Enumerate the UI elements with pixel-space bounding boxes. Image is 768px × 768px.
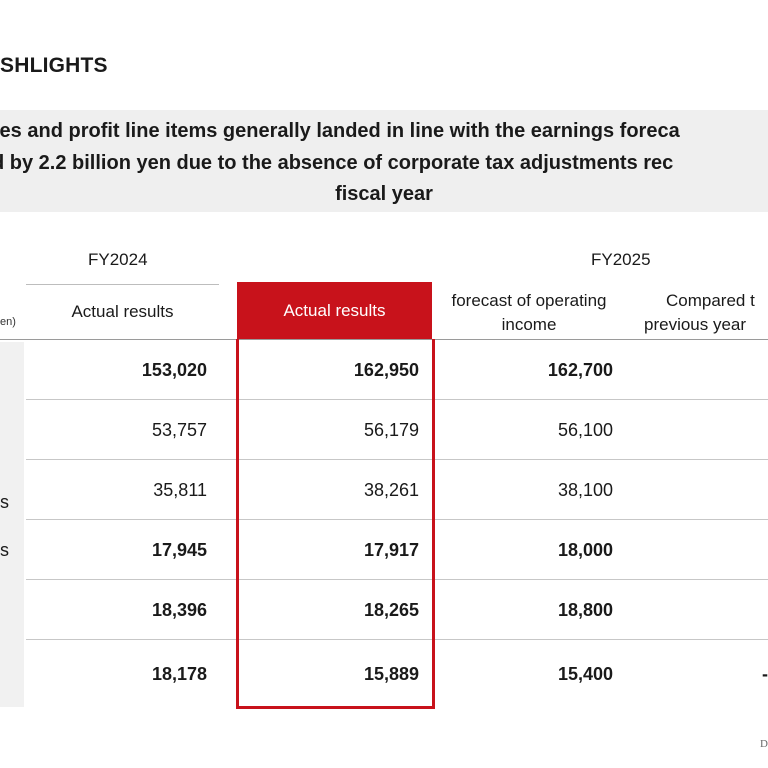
summary-line-3: fiscal year	[335, 183, 433, 205]
cell-forecast: 162,700	[547, 360, 613, 380]
col-header-compared-line-1: Compared t	[666, 291, 755, 310]
summary-line-1: les and profit line items generally land…	[0, 120, 680, 142]
col-header-forecast-line-2: income	[501, 315, 557, 334]
row-divider	[26, 459, 768, 460]
col-header-compared-line-2: previous year	[644, 315, 747, 334]
table-row: 153,020 162,950 162,700	[0, 340, 768, 400]
col-header-compared: Compared t previous year	[636, 289, 768, 337]
cell-fy2025: 18,265	[363, 600, 419, 620]
cell-fy2024: 153,020	[141, 360, 207, 380]
col-header-forecast-line-1: forecast of operating	[451, 291, 607, 310]
row-divider	[26, 579, 768, 580]
cell-fy2025: 56,179	[363, 420, 419, 440]
cell-fy2025: 38,261	[363, 480, 419, 500]
row-divider	[26, 399, 768, 400]
cell-forecast: 56,100	[557, 420, 613, 440]
col-header-actual-2025: Actual results	[237, 282, 432, 339]
table-row: 18,396 18,265 18,800	[0, 580, 768, 640]
row-label: s	[0, 540, 9, 560]
col-header-actual-2024: Actual results	[71, 302, 174, 321]
cell-compared: -	[762, 664, 768, 684]
table-row: s 17,945 17,917 18,000	[0, 520, 768, 580]
cell-forecast: 38,100	[557, 480, 613, 500]
cell-forecast: 18,800	[557, 600, 613, 620]
unit-label: en)	[0, 316, 16, 328]
fy2024-header: FY2024	[88, 250, 148, 269]
table-row: 18,178 15,889 15,400 -	[0, 640, 768, 708]
table-row: 53,757 56,179 56,100	[0, 400, 768, 460]
cell-forecast: 18,000	[557, 540, 613, 560]
row-label: s	[0, 492, 9, 512]
cell-fy2024: 53,757	[151, 420, 207, 440]
row-divider	[26, 639, 768, 640]
cell-fy2024: 17,945	[151, 540, 207, 560]
cell-fy2024: 18,178	[151, 664, 207, 684]
cell-fy2025: 17,917	[363, 540, 419, 560]
cell-fy2025: 15,889	[363, 664, 419, 684]
row-divider	[26, 519, 768, 520]
page-title: SHLIGHTS	[0, 54, 108, 77]
summary-banner: les and profit line items generally land…	[0, 110, 768, 212]
table-row: s 35,811 38,261 38,100	[0, 460, 768, 520]
col-header-forecast: forecast of operating income	[434, 289, 624, 337]
table-header-rule	[0, 339, 768, 340]
cell-forecast: 15,400	[557, 664, 613, 684]
cell-fy2024: 18,396	[151, 600, 207, 620]
row-label-column	[0, 342, 24, 707]
cell-fy2024: 35,811	[153, 480, 207, 500]
footer-text: D	[760, 738, 768, 750]
summary-line-2: d by 2.2 billion yen due to the absence …	[0, 152, 674, 174]
fy2024-header-rule	[26, 284, 219, 285]
highlight-frame-fy2025	[236, 339, 435, 709]
cell-fy2025: 162,950	[353, 360, 419, 380]
fy2025-header: FY2025	[591, 250, 651, 269]
